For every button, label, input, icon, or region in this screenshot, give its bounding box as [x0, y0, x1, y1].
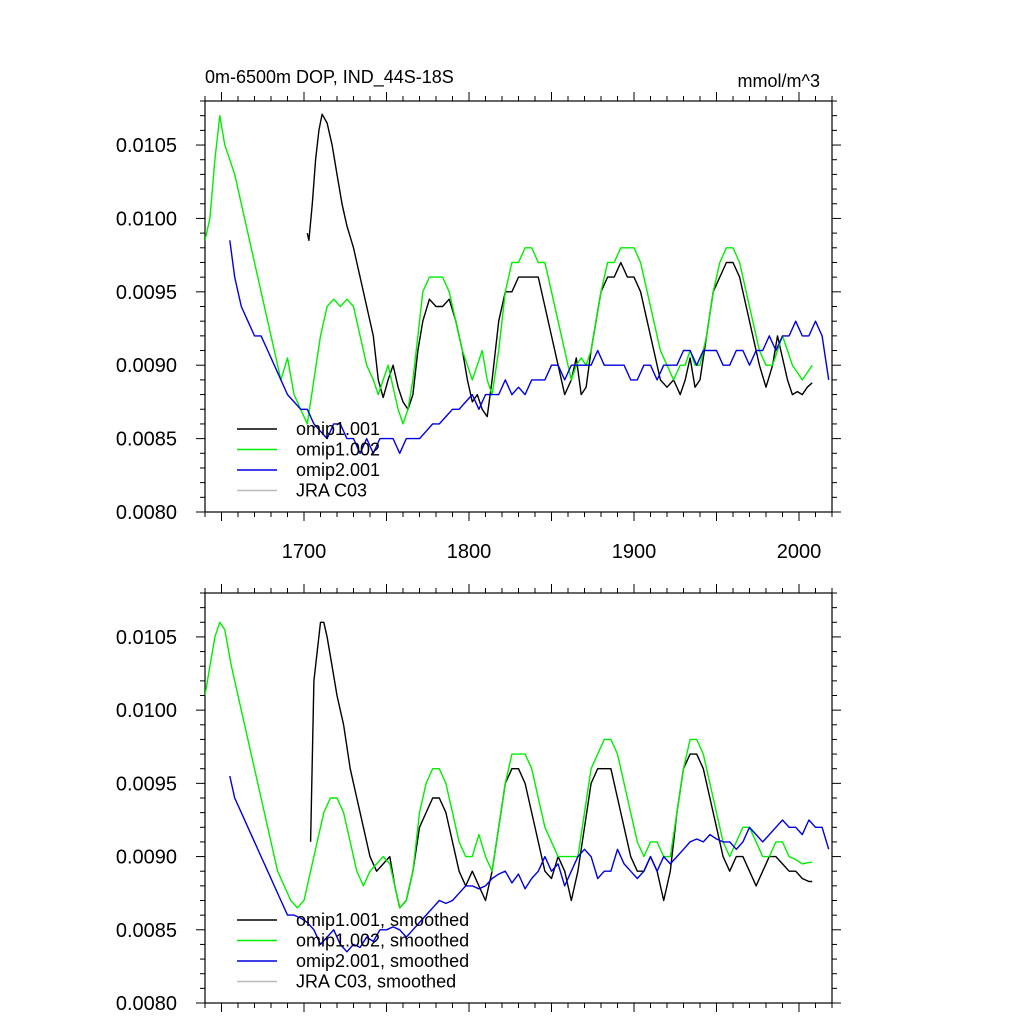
- top-panel-title: 0m-6500m DOP, IND_44S-18S: [205, 67, 454, 88]
- bottom-y-tick-label: 0.0095: [116, 773, 177, 795]
- top-x-tick-label: 1800: [447, 541, 492, 563]
- bottom-y-tick-label: 0.0105: [116, 627, 177, 649]
- top-legend-label: JRA C03: [296, 481, 367, 501]
- top-legend-label: omip2.001: [296, 460, 380, 480]
- bottom-panel: 0.0080 0.0085 0.0090 0.0095 0.0100 0.0105 omip…: [116, 584, 841, 1015]
- bottom-y-tick-label: 0.0085: [116, 920, 177, 942]
- bottom-series-line-omip2-001-smoothed: [229, 775, 830, 953]
- bottom-legend-label: JRA C03, smoothed: [296, 972, 456, 992]
- bottom-series-line-omip1-002-smoothed: [205, 621, 813, 909]
- top-series-line-omip1-002: [205, 114, 813, 425]
- bottom-y-tick-label: 0.0080: [116, 993, 177, 1015]
- top-x-tick-label: 1900: [612, 541, 657, 563]
- top-series-line-omip1-001: [306, 113, 813, 418]
- top-y-tick-label: 0.0085: [116, 429, 177, 451]
- top-y-tick-label: 0.0095: [116, 282, 177, 304]
- top-y-tick-label: 0.0105: [116, 135, 177, 157]
- top-y-tick-label: 0.0090: [116, 355, 177, 377]
- bottom-y-tick-label: 0.0090: [116, 847, 177, 869]
- bottom-y-tick-label: 0.0100: [116, 700, 177, 722]
- bottom-legend-label: omip1.002, smoothed: [296, 931, 469, 951]
- bottom-legend-label: omip2.001, smoothed: [296, 951, 469, 971]
- bottom-series-line-omip1-001-smoothed: [309, 621, 813, 909]
- top-x-tick-label: 2000: [777, 541, 822, 563]
- bottom-legend-label: omip1.001, smoothed: [296, 910, 469, 930]
- top-x-tick-label: 1700: [282, 541, 327, 563]
- top-panel-units: mmol/m^3: [738, 71, 820, 91]
- top-legend-label: omip1.002: [296, 440, 380, 460]
- top-legend-label: omip1.001: [296, 419, 380, 439]
- top-y-tick-label: 0.0100: [116, 208, 177, 230]
- top-y-tick-label: 0.0080: [116, 502, 177, 524]
- top-series-line-omip2-001: [229, 240, 830, 454]
- top-panel: 0m-6500m DOP, IND_44S-18S mmol/m^3 1700 1…: [116, 67, 841, 563]
